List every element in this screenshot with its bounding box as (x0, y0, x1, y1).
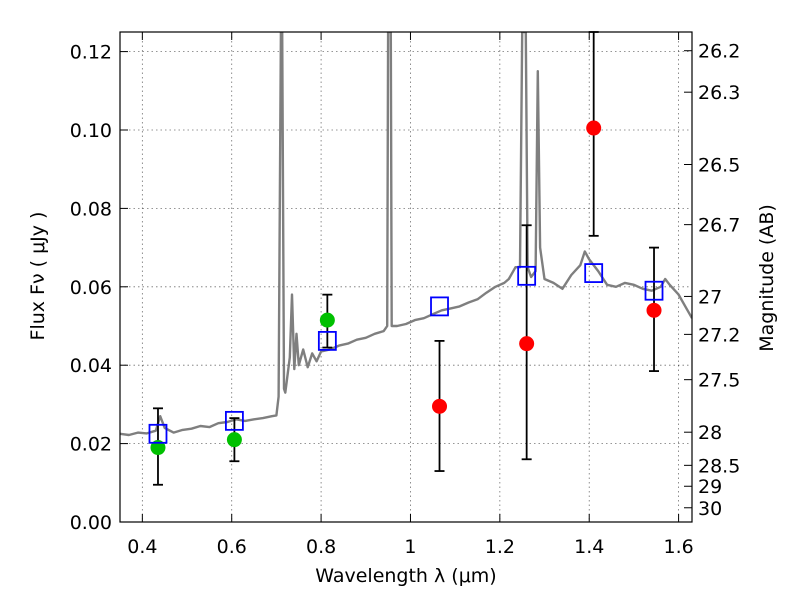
x-tick-label: 0.6 (217, 536, 247, 558)
red-point (586, 120, 602, 136)
green-point (226, 432, 242, 448)
x-tick-label: 1.2 (485, 536, 515, 558)
x-axis-label: Wavelength λ (μm) (315, 565, 496, 587)
y-ticks: 0.00 0.02 0.04 0.06 0.08 0.10 0.12 (70, 42, 128, 534)
magnitude-tick-label: 27.5 (698, 370, 740, 392)
x-tick-label: 1.6 (663, 536, 693, 558)
y-tick-label: 0.00 (70, 512, 112, 534)
red-point (432, 398, 448, 414)
model-square (317, 330, 337, 351)
x-ticks: 0.4 0.6 0.8 1 1.2 1.4 1.6 (127, 32, 694, 558)
magnitude-tick-label: 27.2 (698, 324, 740, 346)
x-tick-label: 1 (404, 536, 416, 558)
y-tick-label: 0.12 (70, 42, 112, 64)
model-square (644, 280, 664, 301)
magnitude-tick-label: 26.7 (698, 215, 740, 237)
magnitude-tick-label: 29 (698, 476, 722, 498)
magnitude-tick-label: 30 (698, 498, 722, 520)
green-point (319, 312, 335, 328)
magnitude-tick-label: 26.3 (698, 82, 740, 104)
model-square (224, 410, 244, 431)
magnitude-tick-label: 28.5 (698, 455, 740, 477)
magnitude-tick-label: 26.5 (698, 154, 740, 176)
magnitude-tick-label: 27 (698, 286, 722, 308)
x-tick-label: 0.8 (306, 536, 336, 558)
y-axis-label: Flux Fν ( μJy ) (27, 212, 49, 341)
model-square (430, 296, 449, 317)
y-tick-label: 0.10 (70, 120, 112, 142)
spectrum-series (120, 32, 692, 437)
green-point (150, 440, 166, 456)
red-point (646, 302, 662, 318)
grid (120, 32, 692, 523)
magnitude-tick-label: 26.2 (698, 41, 740, 63)
x-tick-label: 0.4 (127, 536, 157, 558)
spectrum-line (120, 32, 692, 437)
y-tick-label: 0.06 (70, 277, 112, 299)
plot-frame (119, 31, 693, 523)
y-tick-label: 0.02 (70, 434, 112, 456)
x-tick-label: 1.4 (574, 536, 604, 558)
magnitude-tick-label: 28 (698, 422, 722, 444)
model-square (517, 265, 537, 286)
model-points (148, 263, 664, 444)
model-square (584, 263, 604, 283)
y-tick-label: 0.04 (70, 355, 112, 377)
red-point (519, 336, 535, 352)
photometry-points (150, 120, 662, 456)
y-tick-label: 0.08 (70, 198, 112, 220)
y2-axis-label: Magnitude (AB) (756, 204, 778, 352)
model-square (148, 423, 168, 444)
